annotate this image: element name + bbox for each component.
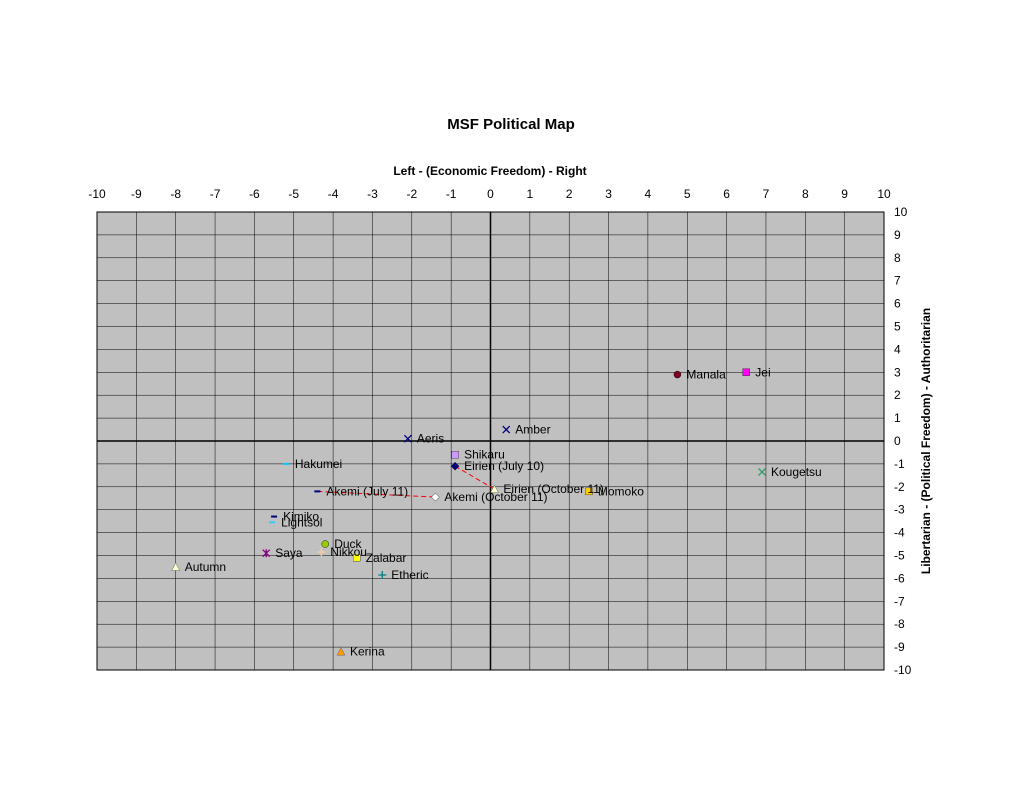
data-point <box>450 461 460 471</box>
point-label: Autumn <box>185 560 226 574</box>
data-point <box>336 647 346 656</box>
data-points <box>171 368 766 656</box>
y-tick-label: 0 <box>894 434 901 448</box>
point-label: Shikaru <box>464 448 505 462</box>
movement-lines <box>317 465 495 498</box>
point-label: Nikkou <box>330 545 367 559</box>
x-tick-label: 1 <box>527 187 534 201</box>
data-point <box>490 484 499 493</box>
y-tick-label: 10 <box>894 205 908 219</box>
point-label: Eirien (July 10) <box>464 459 544 473</box>
x-tick-label: 5 <box>684 187 691 201</box>
y-tick-label: 6 <box>894 297 901 311</box>
data-point <box>502 425 511 434</box>
y-tick-label: -7 <box>894 594 905 608</box>
x-tick-label: -3 <box>367 187 378 201</box>
point-label: Zalabar <box>366 551 407 565</box>
y-tick-label: -8 <box>894 617 905 631</box>
x-tick-label: -7 <box>210 187 221 201</box>
data-point <box>321 540 329 548</box>
point-label: Etheric <box>391 568 428 582</box>
chart-title: MSF Political Map <box>447 116 575 133</box>
point-label: Akemi (October 11) <box>444 490 547 504</box>
y-tick-label: -9 <box>894 640 905 654</box>
data-point <box>758 467 766 476</box>
data-point <box>585 487 593 496</box>
x-tick-label: -5 <box>288 187 299 201</box>
y-tick-label: 9 <box>894 228 901 242</box>
y-tick-label: 7 <box>894 274 901 288</box>
data-point <box>171 562 181 571</box>
y-tick-label: -5 <box>894 549 905 563</box>
x-tick-labels: -10 -9 -8 -7 -6 -5 -4 -3 -2 -1 0 1 2 3 4 5 6 7 8 9 10 <box>88 187 891 201</box>
data-point <box>673 370 682 379</box>
movement-line <box>317 490 436 498</box>
x-tick-label: -6 <box>249 187 260 201</box>
point-label: Lightsol <box>281 515 322 529</box>
x-axis-title: Left - (Economic Freedom) - Right <box>393 164 586 178</box>
point-label: Eirien (October 11) <box>503 482 603 496</box>
y-axis-title: Libertarian - (Political Freedom) - Auth… <box>919 308 933 574</box>
axes <box>97 212 884 670</box>
y-tick-label: -4 <box>894 526 905 540</box>
point-label: Kimiko <box>283 510 319 524</box>
x-tick-label: -4 <box>328 187 339 201</box>
point-label: Duck <box>334 537 362 551</box>
x-tick-label: -9 <box>131 187 142 201</box>
y-tick-label: -2 <box>894 480 905 494</box>
point-label: Jei <box>755 365 770 379</box>
data-point <box>262 549 271 558</box>
point-label: Akemi (July 11) <box>326 484 408 498</box>
x-tick-label: 8 <box>802 187 809 201</box>
point-label: Kougetsu <box>771 465 822 479</box>
x-tick-label: 4 <box>645 187 652 201</box>
point-label: Aeris <box>417 432 444 446</box>
point-label: Manala <box>686 368 726 382</box>
data-point <box>403 434 412 443</box>
point-label: Saya <box>275 546 303 560</box>
x-tick-label: 9 <box>841 187 848 201</box>
y-tick-label: -10 <box>894 663 912 677</box>
point-label: Kerina <box>350 645 385 659</box>
data-point <box>451 451 459 459</box>
point-label: Momoko <box>598 484 644 498</box>
data-point <box>378 570 387 579</box>
x-tick-label: -10 <box>88 187 106 201</box>
data-point <box>431 492 440 502</box>
point-label: Amber <box>515 423 550 437</box>
x-tick-label: 7 <box>763 187 770 201</box>
y-tick-label: 1 <box>894 411 901 425</box>
data-point <box>742 368 750 376</box>
y-tick-label: 2 <box>894 388 901 402</box>
data-point <box>317 548 326 557</box>
y-tick-label: 4 <box>894 342 901 356</box>
data-point <box>353 554 361 562</box>
y-tick-label: 8 <box>894 251 901 265</box>
point-label: Hakumei <box>295 457 342 471</box>
x-tick-label: -8 <box>170 187 181 201</box>
y-tick-label: -6 <box>894 571 905 585</box>
x-tick-label: 10 <box>877 187 891 201</box>
y-tick-label: 3 <box>894 365 901 379</box>
x-tick-label: -1 <box>446 187 457 201</box>
y-tick-label: -1 <box>894 457 905 471</box>
x-tick-label: 0 <box>487 187 494 201</box>
x-tick-label: -2 <box>406 187 417 201</box>
y-tick-label: 5 <box>894 320 901 334</box>
x-tick-label: 6 <box>723 187 730 201</box>
y-tick-label: -3 <box>894 503 905 517</box>
x-tick-label: 3 <box>605 187 612 201</box>
x-tick-label: 2 <box>566 187 573 201</box>
